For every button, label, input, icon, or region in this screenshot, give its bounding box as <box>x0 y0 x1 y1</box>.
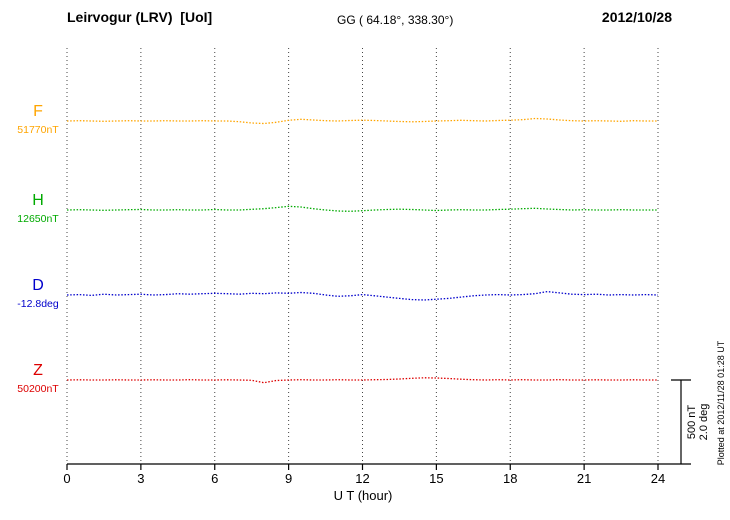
channel-label-F: F 51770nT <box>8 104 68 136</box>
trace-D <box>66 290 659 301</box>
channel-label-Z: Z 50200nT <box>8 363 68 395</box>
page-title: Leirvogur (LRV) [UoI] <box>67 9 213 25</box>
channel-baseline-F: 51770nT <box>17 124 59 136</box>
channel-baseline-H: 12650nT <box>17 213 59 225</box>
date-label: 2012/10/28 <box>601 9 672 25</box>
channel-baseline-Z: 50200nT <box>17 383 59 395</box>
channel-letter-F: F <box>33 103 43 120</box>
x-tick-label: 21 <box>577 471 591 486</box>
channel-letter-H: H <box>32 192 44 209</box>
x-tick-label: 9 <box>285 471 292 486</box>
channel-label-D: D -12.8deg <box>8 278 68 310</box>
gg-coordinates-label: GG ( 64.18°, 338.30°) <box>337 13 454 27</box>
x-tick-label: 3 <box>137 471 144 486</box>
x-tick-label: 15 <box>429 471 443 486</box>
trace-F <box>66 117 658 125</box>
trace-Z <box>66 377 658 384</box>
x-tick-label: 0 <box>63 471 70 486</box>
x-axis-title: U T (hour) <box>333 488 393 503</box>
x-tick-label: 24 <box>651 471 665 486</box>
channel-letter-Z: Z <box>33 362 43 379</box>
scale-label-nt: 500 nT <box>686 404 698 440</box>
x-tick-label: 6 <box>211 471 218 486</box>
x-tick-label: 18 <box>503 471 517 486</box>
trace-H <box>66 205 658 212</box>
plotted-at-label: Plotted at 2012/11/28 01:28 UT <box>716 340 726 466</box>
channel-baseline-D: -12.8deg <box>17 298 59 310</box>
channel-letter-D: D <box>32 277 44 294</box>
x-tick-label: 12 <box>355 471 369 486</box>
scale-label-deg: 2.0 deg <box>698 403 710 441</box>
channel-label-H: H 12650nT <box>8 193 68 225</box>
